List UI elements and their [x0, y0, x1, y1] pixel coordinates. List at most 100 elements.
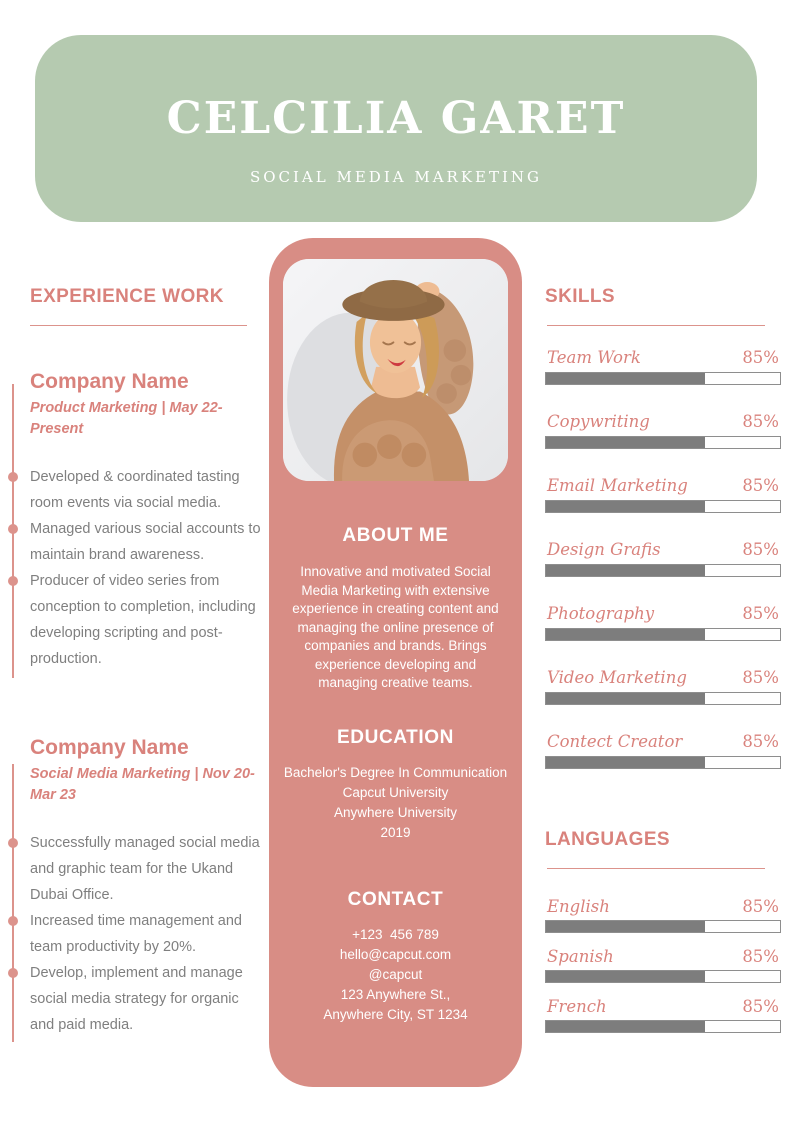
- skills-divider: [547, 325, 765, 326]
- bullet-dot: [8, 916, 18, 927]
- job-bullet: Successfully managed social media and gr…: [8, 830, 262, 908]
- education-line: Capcut University: [342, 784, 449, 800]
- language-label: Spanish: [547, 947, 614, 966]
- language-item: French 85%: [545, 997, 781, 1033]
- bullet-text: Producer of video series from conception…: [30, 573, 256, 668]
- contact-address-line2: Anywhere City, ST 1234: [323, 1006, 468, 1022]
- skill-percent: 85%: [742, 540, 779, 559]
- education-title: EDUCATION: [337, 726, 454, 748]
- skill-item: Copywriting 85%: [545, 412, 781, 449]
- skill-bar-fill: [546, 757, 706, 768]
- bullet-dot: [8, 968, 18, 979]
- education-details: Bachelor's Degree In Communication Capcu…: [283, 763, 508, 843]
- job-bullets: Successfully managed social media and gr…: [8, 830, 262, 1038]
- bullet-dot: [8, 576, 18, 587]
- timeline-line: [12, 764, 14, 1043]
- about-text: Innovative and motivated Social Media Ma…: [292, 564, 499, 690]
- skill-bar: [545, 692, 781, 705]
- contact-address-line1: 123 Anywhere St.,: [340, 986, 451, 1002]
- languages-list: English 85% Spanish 85% French 85%: [545, 897, 781, 1033]
- job-bullet: Managed various social accounts to maint…: [8, 516, 262, 568]
- language-bar: [545, 1020, 781, 1033]
- skill-label: Photography: [547, 604, 655, 623]
- bullet-text: Develop, implement and manage social med…: [30, 965, 243, 1034]
- bullet-dot: [8, 524, 18, 535]
- experience-section: EXPERIENCE WORK Company Name Product Mar…: [8, 286, 262, 1043]
- education-line: 2019: [380, 824, 411, 840]
- education-line: Bachelor's Degree In Communication: [283, 764, 508, 780]
- profile-photo: [283, 259, 508, 481]
- skill-bar: [545, 436, 781, 449]
- language-label: French: [547, 997, 607, 1016]
- company-name: Company Name: [30, 736, 189, 760]
- skills-section: SKILLS Team Work 85% Copywriting 85% Email…: [545, 286, 781, 1047]
- skill-bar: [545, 372, 781, 385]
- bullet-dot: [8, 838, 18, 849]
- skill-bar: [545, 564, 781, 577]
- skills-title: SKILLS: [545, 286, 615, 307]
- skill-bar-fill: [546, 629, 706, 640]
- skill-item: Email Marketing 85%: [545, 476, 781, 513]
- skill-percent: 85%: [742, 476, 779, 495]
- skill-label: Contect Creator: [547, 732, 683, 751]
- skill-label: Video Marketing: [547, 668, 687, 687]
- portrait-illustration: [283, 259, 508, 481]
- skill-label: Team Work: [547, 348, 641, 367]
- language-bar-fill: [546, 971, 706, 982]
- skill-item: Photography 85%: [545, 604, 781, 641]
- language-item: English 85%: [545, 897, 781, 933]
- language-label: English: [547, 897, 610, 916]
- skill-item: Contect Creator 85%: [545, 732, 781, 769]
- job-entry-1: Company Name Product Marketing | May 22-…: [8, 370, 262, 679]
- experience-title: EXPERIENCE WORK: [30, 286, 224, 307]
- profile-column: ABOUT ME Innovative and motivated Social…: [269, 238, 522, 1087]
- skill-bar: [545, 500, 781, 513]
- person-role: SOCIAL MEDIA MARKETING: [249, 168, 543, 186]
- skill-percent: 85%: [742, 348, 779, 367]
- languages-divider: [547, 868, 765, 869]
- bullet-text: Developed & coordinated tasting room eve…: [30, 469, 240, 512]
- experience-divider: [30, 325, 247, 326]
- job-bullet: Increased time management and team produ…: [8, 908, 262, 960]
- skill-bar-fill: [546, 565, 706, 576]
- skill-bar-fill: [546, 693, 706, 704]
- job-meta: Product Marketing | May 22-Present: [30, 400, 223, 438]
- job-bullet: Develop, implement and manage social med…: [8, 960, 262, 1038]
- job-bullets: Developed & coordinated tasting room eve…: [8, 464, 262, 672]
- bullet-dot: [8, 472, 18, 483]
- company-name: Company Name: [30, 370, 189, 393]
- skill-percent: 85%: [742, 668, 779, 687]
- skill-label: Design Grafis: [547, 540, 661, 559]
- contact-details: +123 456 789 hello@capcut.com @capcut 12…: [283, 925, 508, 1025]
- skill-bar-fill: [546, 501, 706, 512]
- skill-percent: 85%: [742, 732, 779, 751]
- skill-percent: 85%: [742, 604, 779, 623]
- skill-bar: [545, 628, 781, 641]
- about-title: ABOUT ME: [342, 525, 449, 546]
- job-bullet: Producer of video series from conception…: [8, 568, 262, 672]
- language-bar-fill: [546, 921, 706, 932]
- language-bar-fill: [546, 1021, 706, 1032]
- language-item: Spanish 85%: [545, 947, 781, 983]
- job-entry-2: Company Name Social Media Marketing | No…: [8, 736, 262, 1043]
- skill-bar: [545, 756, 781, 769]
- skill-item: Design Grafis 85%: [545, 540, 781, 577]
- job-meta: Social Media Marketing | Nov 20-Mar 23: [30, 766, 255, 804]
- contact-handle: @capcut: [368, 966, 423, 982]
- skills-list: Team Work 85% Copywriting 85% Email Market…: [545, 348, 781, 769]
- language-bar: [545, 920, 781, 933]
- education-line: Anywhere University: [333, 804, 458, 820]
- contact-phone: +123 456 789: [352, 926, 439, 942]
- header-banner: CELCILIA GARET SOCIAL MEDIA MARKETING: [35, 35, 757, 222]
- skill-item: Video Marketing 85%: [545, 668, 781, 705]
- skill-bar-fill: [546, 373, 706, 384]
- languages-title: LANGUAGES: [545, 829, 670, 850]
- bullet-text: Managed various social accounts to maint…: [30, 521, 261, 564]
- language-percent: 85%: [742, 997, 779, 1016]
- skill-percent: 85%: [742, 412, 779, 431]
- skill-item: Team Work 85%: [545, 348, 781, 385]
- skill-bar-fill: [546, 437, 706, 448]
- contact-email: hello@capcut.com: [339, 946, 452, 962]
- contact-title: CONTACT: [347, 888, 444, 910]
